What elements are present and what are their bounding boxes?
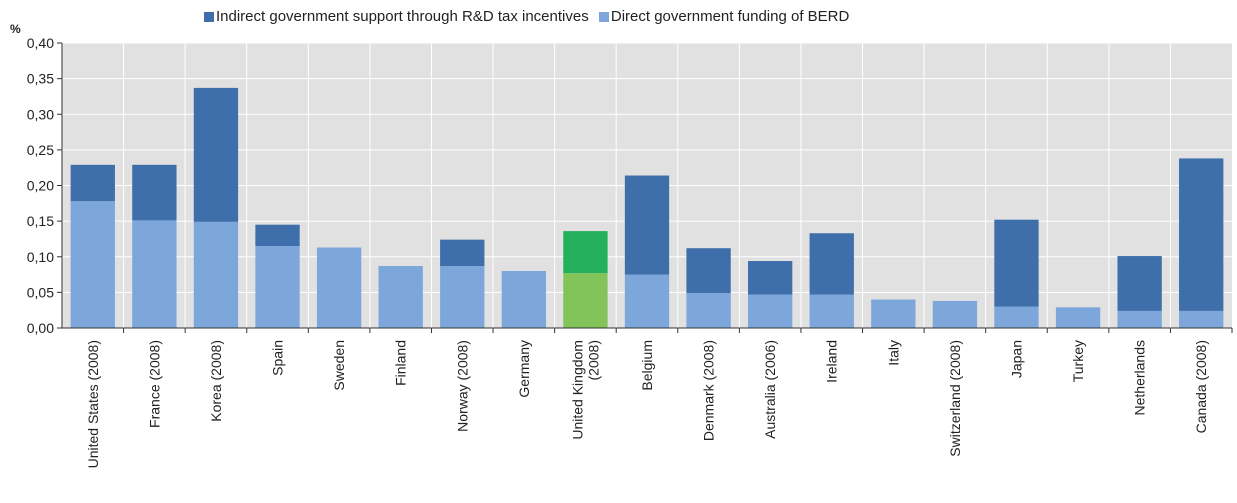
x-tick-label: Sweden <box>331 340 347 391</box>
bar-direct <box>1117 310 1162 328</box>
bar-direct <box>70 201 115 328</box>
bar-indirect <box>809 233 854 295</box>
bar-indirect <box>563 231 608 274</box>
x-tick-label: United Kingdom <box>569 340 585 440</box>
chart-legend: Indirect government support through R&D … <box>204 8 855 25</box>
x-tick-label: Australia (2006) <box>762 340 778 439</box>
x-tick-label: Switzerland (2008) <box>947 340 963 457</box>
x-tick-label: Denmark (2008) <box>701 340 717 441</box>
bar-indirect <box>70 164 115 202</box>
bar-indirect <box>1179 158 1224 311</box>
bar-direct <box>563 273 608 328</box>
bar-direct <box>1055 307 1101 328</box>
y-tick-label: 0,20 <box>27 178 54 194</box>
x-tick-label: Germany <box>516 340 532 398</box>
x-tick-label: Korea (2008) <box>208 340 224 422</box>
bar-direct <box>809 294 854 328</box>
bar-direct <box>440 266 485 328</box>
x-tick-label: Netherlands <box>1132 340 1148 416</box>
bar-direct <box>1179 310 1224 328</box>
bar-indirect <box>132 164 177 221</box>
bar-direct <box>747 294 793 328</box>
y-tick-label: 0,15 <box>27 213 54 229</box>
bar-direct <box>316 247 362 328</box>
y-tick-label: 0,10 <box>27 249 54 265</box>
bar-direct <box>378 266 423 328</box>
legend-label-direct: Direct government funding of BERD <box>610 8 850 25</box>
bar-direct <box>501 271 547 328</box>
y-tick-label: 0,40 <box>27 35 54 51</box>
x-tick-label: Finland <box>393 340 409 386</box>
bar-direct <box>686 293 731 328</box>
bar-indirect <box>994 219 1039 307</box>
legend-item-indirect: Indirect government support through R&D … <box>204 8 589 25</box>
x-tick-label: Ireland <box>824 340 840 383</box>
legend-swatch-direct <box>598 12 609 22</box>
y-tick-label: 0,30 <box>27 106 54 122</box>
x-tick-label: Italy <box>885 340 901 366</box>
bar-direct <box>193 221 239 328</box>
bar-direct <box>932 300 978 328</box>
x-tick-label: United States (2008) <box>85 340 101 468</box>
y-unit-label: % <box>10 22 21 36</box>
y-tick-label: 0,35 <box>27 71 54 87</box>
y-tick-label: 0,05 <box>27 284 54 300</box>
bar-indirect <box>1117 256 1162 311</box>
bar-indirect <box>440 239 485 267</box>
bar-direct <box>871 299 916 328</box>
bar-indirect <box>255 224 300 247</box>
y-tick-label: 0,00 <box>27 320 54 336</box>
legend-swatch-indirect <box>204 12 214 22</box>
x-tick-label: (2008) <box>585 340 601 380</box>
y-tick-label: 0,25 <box>27 142 54 158</box>
x-tick-label: Spain <box>270 340 286 376</box>
bar-direct <box>994 306 1039 328</box>
bar-indirect <box>624 175 670 275</box>
x-tick-label: Turkey <box>1070 340 1086 382</box>
x-tick-label: Japan <box>1008 340 1024 378</box>
x-tick-label: France (2008) <box>146 340 162 428</box>
bar-indirect <box>747 261 793 295</box>
bar-indirect <box>686 248 731 294</box>
bar-direct <box>255 246 300 328</box>
bar-direct <box>624 274 670 328</box>
x-tick-label: Norway (2008) <box>454 340 470 432</box>
bar-direct <box>132 220 177 328</box>
x-tick-label: Belgium <box>639 340 655 391</box>
bar-indirect <box>193 87 239 222</box>
legend-label-indirect: Indirect government support through R&D … <box>216 8 589 25</box>
legend-item-direct: Direct government funding of BERD <box>598 8 850 25</box>
x-tick-label: Canada (2008) <box>1193 340 1209 433</box>
